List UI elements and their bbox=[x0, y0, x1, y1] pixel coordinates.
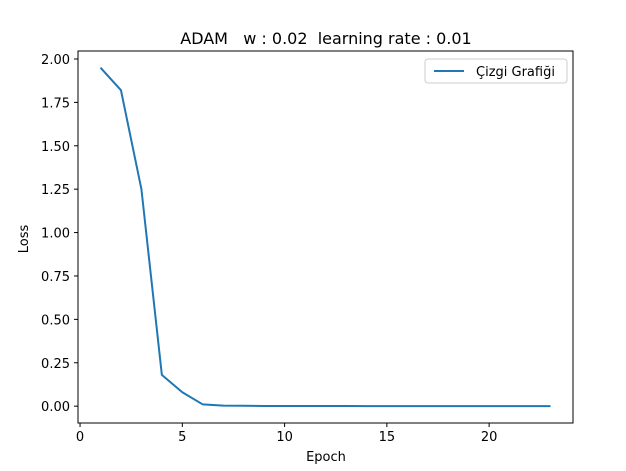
y-tick-label: 1.25 bbox=[41, 183, 70, 198]
series-line bbox=[99, 66, 551, 408]
legend-entry-label: Çizgi Grafiği bbox=[476, 65, 555, 80]
legend-box bbox=[424, 58, 568, 84]
y-tick-label: 1.50 bbox=[41, 140, 70, 155]
y-tick-label: 0.75 bbox=[41, 270, 70, 285]
x-tick-label: 5 bbox=[178, 430, 186, 445]
x-tick-label: 0 bbox=[76, 430, 84, 445]
y-tick-label: 0.50 bbox=[41, 313, 70, 328]
legend: Çizgi Grafiği bbox=[424, 58, 568, 84]
chart-title: ADAM w : 0.02 learning rate : 0.01 bbox=[180, 29, 471, 48]
axes-frame bbox=[77, 50, 574, 424]
y-tick-label: 2.00 bbox=[41, 53, 70, 68]
x-tick-label: 15 bbox=[379, 430, 396, 445]
plot-area: 0 5 10 15 20 0.00 0.25 0.50 0.75 1.00 1.25 1.50 1.75… bbox=[41, 50, 574, 445]
y-tick-label: 0.25 bbox=[41, 357, 70, 372]
x-tick-label: 10 bbox=[276, 430, 293, 445]
x-tick-label: 20 bbox=[481, 430, 498, 445]
y-tick-label: 1.00 bbox=[41, 227, 70, 242]
x-axis-label: Epoch bbox=[306, 450, 346, 465]
y-tick-label: 0.00 bbox=[41, 400, 70, 415]
y-tick-label: 1.75 bbox=[41, 96, 70, 111]
y-axis-label: Loss bbox=[17, 225, 32, 254]
